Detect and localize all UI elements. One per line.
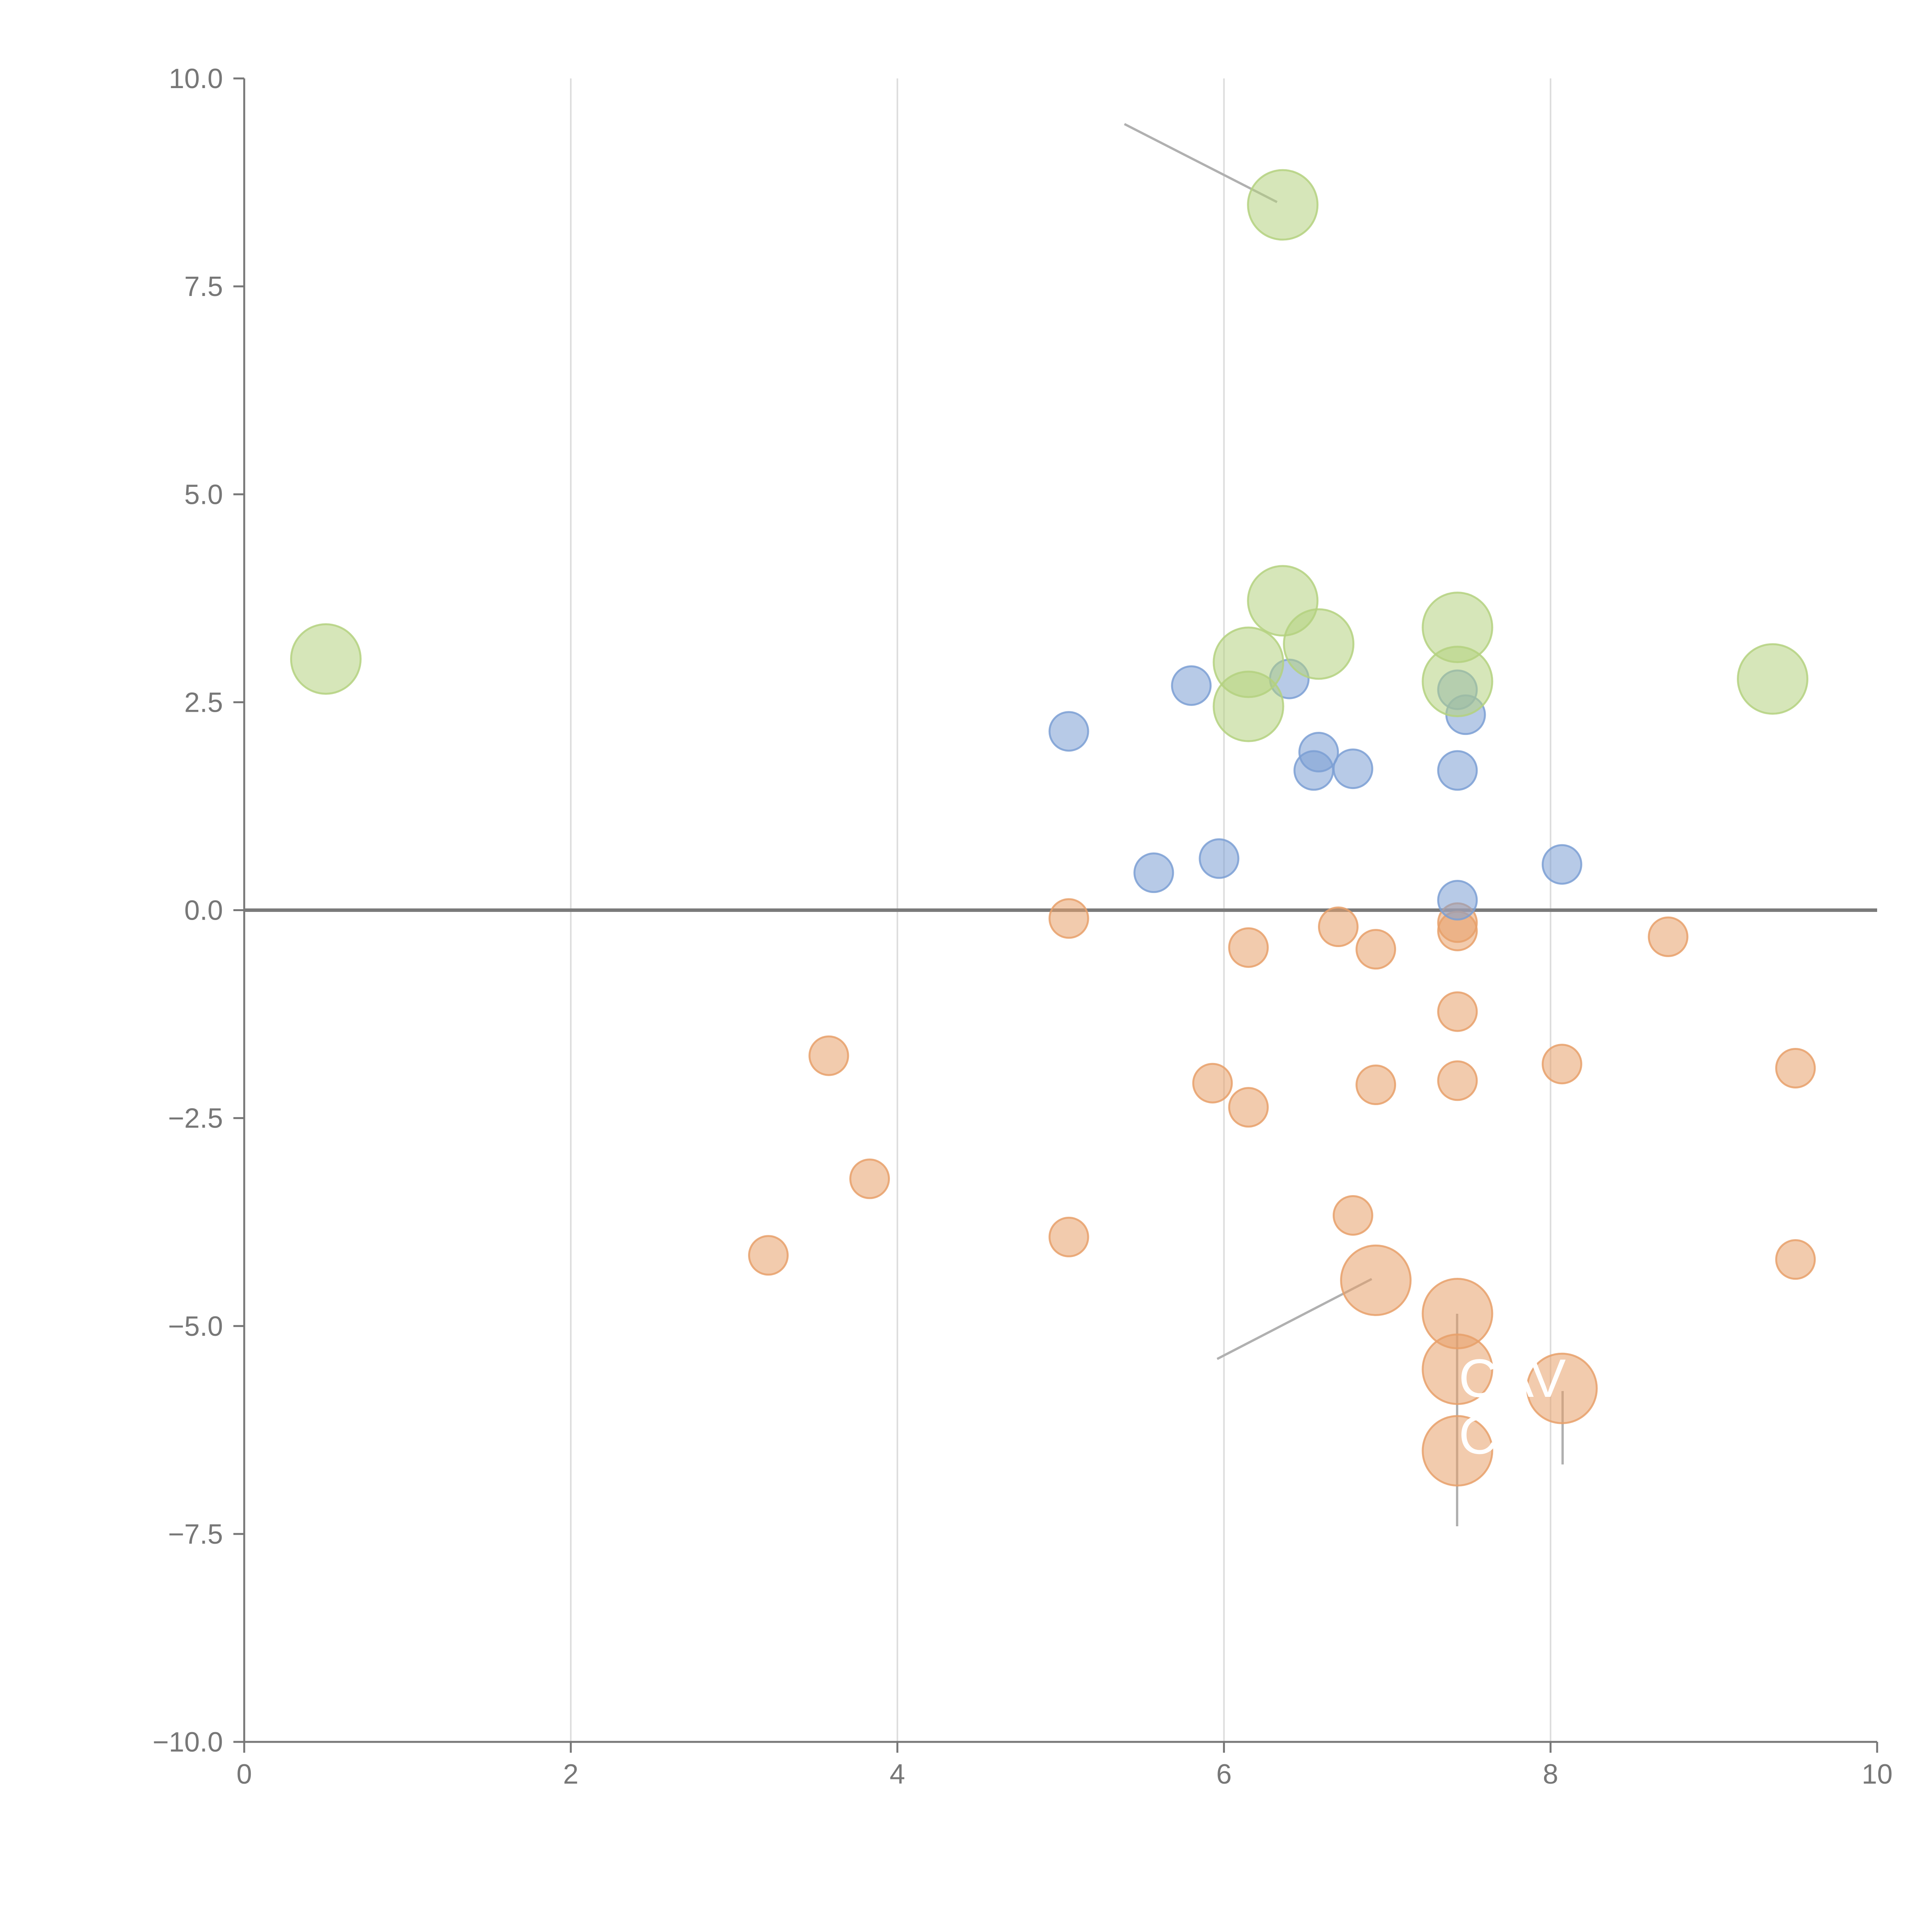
annotation-label: CAV: [1459, 1348, 1566, 1408]
data-points: [290, 169, 1816, 1487]
data-point-orange: [748, 1235, 789, 1276]
data-point-blue: [1293, 750, 1334, 791]
data-point-orange-highlight: [1422, 1333, 1493, 1405]
data-point-green: [1283, 608, 1355, 680]
data-point-orange: [1332, 1195, 1373, 1236]
x-tick-label: 0: [236, 1759, 252, 1790]
data-point-orange: [1048, 1216, 1089, 1257]
data-point-orange: [1228, 1087, 1269, 1128]
y-tick-label: 2.5: [184, 687, 223, 718]
data-point-orange: [1355, 929, 1396, 970]
y-tick-label: 7.5: [184, 271, 223, 302]
data-point-orange: [1541, 1044, 1582, 1085]
y-tick-label: 0.0: [184, 895, 223, 926]
data-point-blue: [1133, 852, 1174, 893]
y-tick-label: −2.5: [168, 1103, 223, 1134]
data-point-orange: [1228, 927, 1269, 968]
data-point-orange-highlight: [1340, 1244, 1412, 1316]
x-tick-label: 2: [563, 1759, 578, 1790]
data-point-orange: [1192, 1063, 1233, 1104]
data-point-blue: [1437, 880, 1478, 921]
axes: 0 2 4 6 8 10 10.0 7.5 5.0 2.5 0.0 −2.5 −5.0 −7.5 −10.0: [153, 63, 1893, 1790]
data-point-blue: [1048, 711, 1089, 752]
data-point-green: [1247, 169, 1319, 241]
x-tick-label: 8: [1543, 1759, 1558, 1790]
data-point-green: [1737, 643, 1809, 715]
y-tick-label: 5.0: [184, 479, 223, 510]
data-point-orange: [1648, 916, 1689, 957]
data-point-blue: [1332, 748, 1373, 789]
data-point-blue: [1437, 750, 1478, 791]
data-point-orange: [1775, 1239, 1816, 1280]
data-point-blue: [1199, 838, 1240, 879]
data-point-blue: [1541, 844, 1582, 885]
data-point-orange: [1775, 1048, 1816, 1088]
data-point-orange-highlight: [1526, 1352, 1598, 1424]
y-tick-label: −10.0: [153, 1727, 223, 1758]
annotation-connectors: [1124, 123, 1564, 1526]
y-tick-label: −5.0: [168, 1311, 223, 1342]
data-point-green: [290, 623, 362, 695]
data-point-orange: [1048, 898, 1089, 939]
annotation-label: C: [1459, 1405, 1498, 1465]
annotations: CAV C: [1459, 1348, 1566, 1465]
x-tick-label: 4: [889, 1759, 905, 1790]
x-tick-label: 6: [1216, 1759, 1232, 1790]
data-point-orange-highlight: [1422, 1415, 1493, 1487]
data-point-green: [1422, 646, 1493, 718]
data-point-green: [1213, 670, 1284, 742]
x-tick-label: 10: [1862, 1759, 1893, 1790]
data-point-orange: [1318, 906, 1359, 947]
data-point-orange: [1355, 1065, 1396, 1105]
y-tick-label: 10.0: [169, 63, 223, 94]
data-point-orange: [808, 1035, 849, 1076]
data-point-orange: [1437, 1060, 1478, 1101]
data-point-orange: [1437, 991, 1478, 1032]
data-point-orange: [849, 1158, 890, 1199]
y-tick-label: −7.5: [168, 1519, 223, 1550]
data-point-blue: [1171, 665, 1212, 706]
